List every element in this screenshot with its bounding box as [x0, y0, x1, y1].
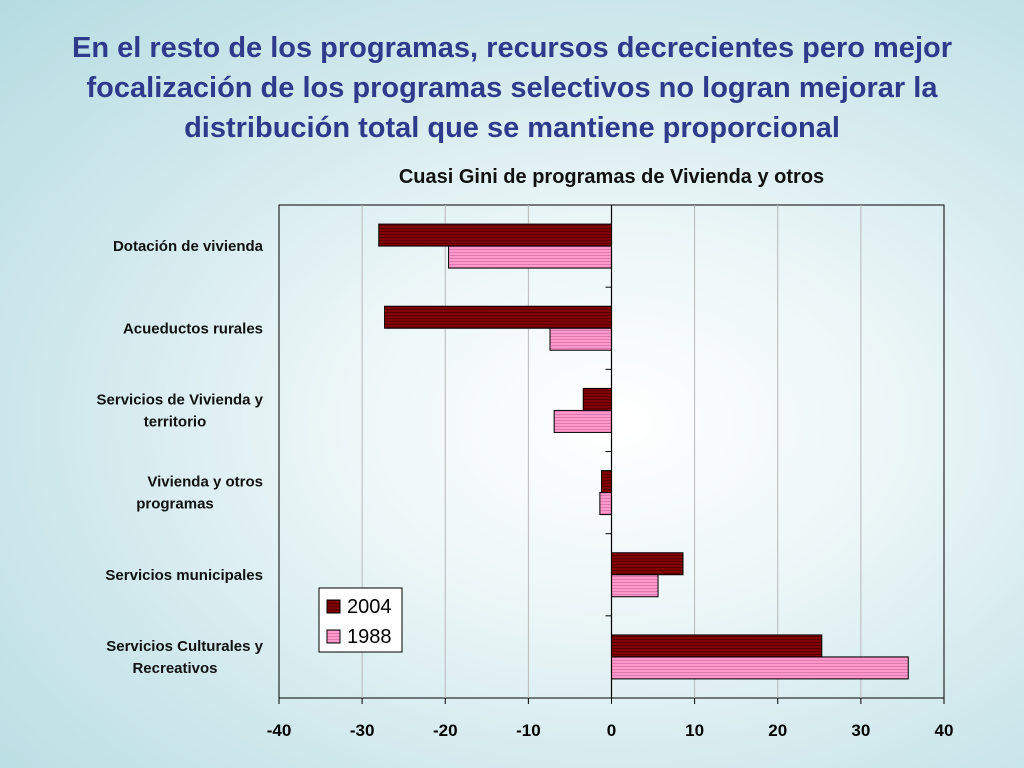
bar-1988-2 [553, 409, 612, 433]
bar-1988-1 [549, 327, 612, 351]
bar-2004-4 [611, 552, 684, 576]
bar-1988-3 [599, 492, 612, 516]
category-label: Dotación de vivienda [113, 238, 264, 255]
bar-2004-5 [611, 634, 823, 658]
x-tick-label: -20 [433, 721, 458, 740]
bar-1988-0 [448, 245, 613, 269]
x-tick-label: 0 [607, 721, 616, 740]
category-label: Servicios Culturales y [106, 638, 263, 655]
legend-label-2004: 2004 [347, 596, 392, 618]
legend-label-1988: 1988 [347, 626, 392, 648]
category-label: programas [136, 496, 214, 513]
x-tick-label: -10 [516, 721, 541, 740]
bar-2004-1 [384, 305, 612, 329]
legend-swatch-1988 [326, 629, 341, 644]
category-label: Acueductos rurales [123, 320, 263, 337]
x-tick-label: 20 [768, 721, 787, 740]
category-label: territorio [144, 413, 207, 430]
category-label: Servicios municipales [105, 567, 263, 584]
bar-2004-0 [378, 223, 612, 247]
category-label: Vivienda y otros [147, 474, 263, 491]
x-tick-label: 30 [851, 721, 870, 740]
tick-labels: -40 -30 -20 -10 0 10 20 30 40 [267, 721, 954, 740]
axes [278, 205, 945, 704]
chart-title: Cuasi Gini de programas de Vivienda y ot… [399, 166, 824, 188]
bar-1988-4 [611, 574, 659, 598]
x-tick-label: 10 [685, 721, 704, 740]
category-label: Servicios de Vivienda y [97, 391, 264, 408]
slide-title: En el resto de los programas, recursos d… [71, 32, 952, 144]
bars [378, 223, 909, 680]
bar-2004-2 [582, 387, 612, 411]
legend-swatch-2004 [326, 599, 341, 614]
bar-2004-3 [601, 470, 613, 494]
bar-1988-5 [611, 656, 909, 680]
category-labels: Dotación de vivienda Acueductos rurales Se… [97, 238, 264, 677]
legend: 2004 1988 [318, 587, 403, 653]
x-tick-label: -30 [350, 721, 375, 740]
x-tick-label: -40 [267, 721, 292, 740]
x-tick-label: 40 [935, 721, 954, 740]
category-label: Recreativos [132, 660, 217, 677]
